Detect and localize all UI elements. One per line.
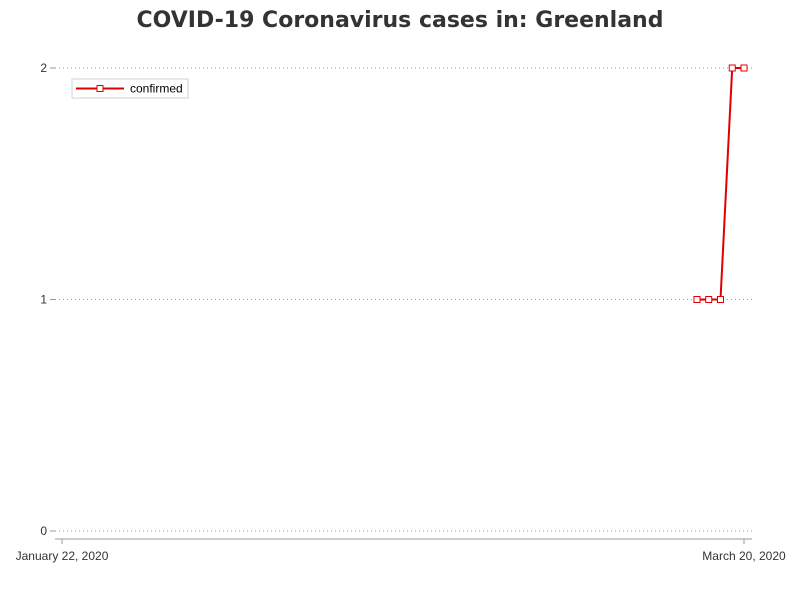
- x-tick-label: March 20, 2020: [702, 549, 786, 563]
- legend-box: [71, 78, 189, 99]
- data-point: [716, 296, 724, 303]
- y-tick-label: 0: [40, 524, 47, 538]
- y-tick-label: 1: [40, 293, 47, 307]
- series-layer: [693, 64, 748, 303]
- legend-label: confirmed: [130, 82, 183, 96]
- x-tick-label: January 22, 2020: [16, 549, 109, 563]
- series-line-confirmed: [697, 67, 744, 301]
- data-point: [728, 64, 736, 72]
- gridlines: [55, 67, 752, 532]
- legend: confirmed: [71, 78, 189, 99]
- data-point: [740, 64, 748, 72]
- data-point: [693, 296, 701, 303]
- chart-title: COVID-19 Coronavirus cases in: Greenland: [136, 8, 664, 33]
- data-point: [705, 296, 713, 303]
- y-tick-label: 2: [40, 61, 47, 75]
- legend-marker: [96, 85, 104, 92]
- axes: 0 1 2 January 22, 2020 March 20, 2020: [16, 61, 786, 563]
